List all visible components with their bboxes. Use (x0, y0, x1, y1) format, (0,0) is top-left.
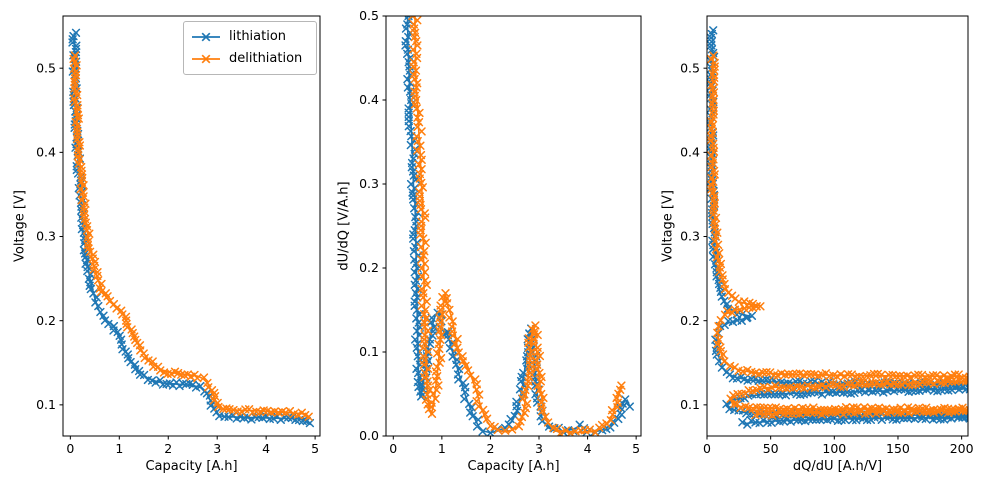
y-tick-label: 0.5 (680, 60, 700, 75)
x-tick-label: 2 (164, 441, 172, 456)
delithiation-line (711, 55, 968, 416)
x-tick-label: 2 (486, 441, 494, 456)
axis-label-dqdu: dQ/dU [A.h/V] (792, 459, 883, 474)
lithiation-line (710, 30, 968, 425)
delithiation-series (69, 51, 313, 421)
y-tick-label: 0.1 (680, 397, 700, 412)
y-tick-label: 0.4 (359, 92, 379, 107)
y-tick-label: 0.5 (36, 60, 56, 75)
y-tick-label: 0.5 (359, 8, 379, 23)
x-tick-label: 4 (584, 441, 592, 456)
legend-item-lithiation: lithiation (190, 26, 308, 48)
x-tick-label: 5 (632, 441, 640, 456)
x-tick-label: 4 (262, 441, 270, 456)
x-tick-label: 0 (703, 441, 711, 456)
axes-voltage-vs-dqdu: 0 50 100 150 200 0.1 0.2 0.3 0.4 0.5 (680, 15, 974, 456)
axes-spines (385, 15, 642, 437)
lithiation-line-marker-icon (192, 32, 220, 42)
delithiation-line (414, 16, 623, 434)
x-tick-label: 1 (115, 441, 123, 456)
delithiation-markers (69, 51, 313, 421)
axes-dudq-vs-capacity: 0 1 2 3 4 5 0.0 0.1 0.2 0.3 0.4 0.5 (359, 8, 642, 456)
x-tick-label: 0 (66, 441, 74, 456)
x-tick-label: 100 (822, 441, 846, 456)
y-tick-label: 0.2 (36, 313, 56, 328)
lithiation-markers (401, 16, 634, 436)
lithiation-markers (707, 26, 968, 429)
axis-label-voltage-right: Voltage [V] (660, 190, 676, 262)
y-tick-label: 0.4 (36, 145, 56, 160)
x-tick-label: 5 (311, 441, 319, 456)
axes-voltage-vs-capacity: 0 1 2 3 4 5 0.1 0.2 0.3 0.4 0.5 (36, 15, 321, 456)
axes-spines (706, 15, 969, 437)
y-tick-label: 0.0 (359, 428, 379, 443)
axis-label-capacity-left: Capacity [A.h] (145, 459, 238, 474)
x-tick-label: 200 (950, 441, 974, 456)
x-tick-label: 150 (886, 441, 910, 456)
lithiation-line (73, 32, 310, 425)
lithiation-markers (68, 28, 315, 428)
axes-spines (62, 15, 321, 437)
legend-item-delithiation: delithiation (190, 48, 308, 70)
legend-label-delithiation: delithiation (229, 51, 303, 66)
axis-label-capacity-middle: Capacity [A.h] (467, 459, 560, 474)
lithiation-series (707, 26, 968, 429)
delithiation-markers (707, 51, 968, 420)
y-tick-label: 0.2 (359, 260, 379, 275)
axis-label-voltage-left: Voltage [V] (12, 190, 28, 262)
x-tick-label: 50 (763, 441, 779, 456)
x-tick-label: 0 (389, 441, 397, 456)
lithiation-series (68, 28, 315, 428)
legend-label-lithiation: lithiation (229, 29, 287, 44)
x-tick-label: 3 (213, 441, 221, 456)
y-tick-label: 0.2 (680, 313, 700, 328)
x-tick-label: 1 (438, 441, 446, 456)
y-tick-label: 0.1 (36, 397, 56, 412)
legend: lithiation delithiation (183, 21, 317, 75)
y-tick-label: 0.3 (680, 229, 700, 244)
delithiation-line (73, 55, 310, 418)
delithiation-markers (408, 16, 626, 436)
delithiation-series (707, 51, 968, 420)
y-tick-label: 0.4 (680, 145, 700, 160)
delithiation-line-marker-icon (192, 54, 220, 64)
y-tick-label: 0.1 (359, 344, 379, 359)
y-tick-label: 0.3 (36, 229, 56, 244)
axis-label-dudq: dU/dQ [V/A.h] (336, 181, 352, 271)
y-tick-label: 0.3 (359, 176, 379, 191)
delithiation-series (408, 16, 626, 436)
x-tick-label: 3 (535, 441, 543, 456)
